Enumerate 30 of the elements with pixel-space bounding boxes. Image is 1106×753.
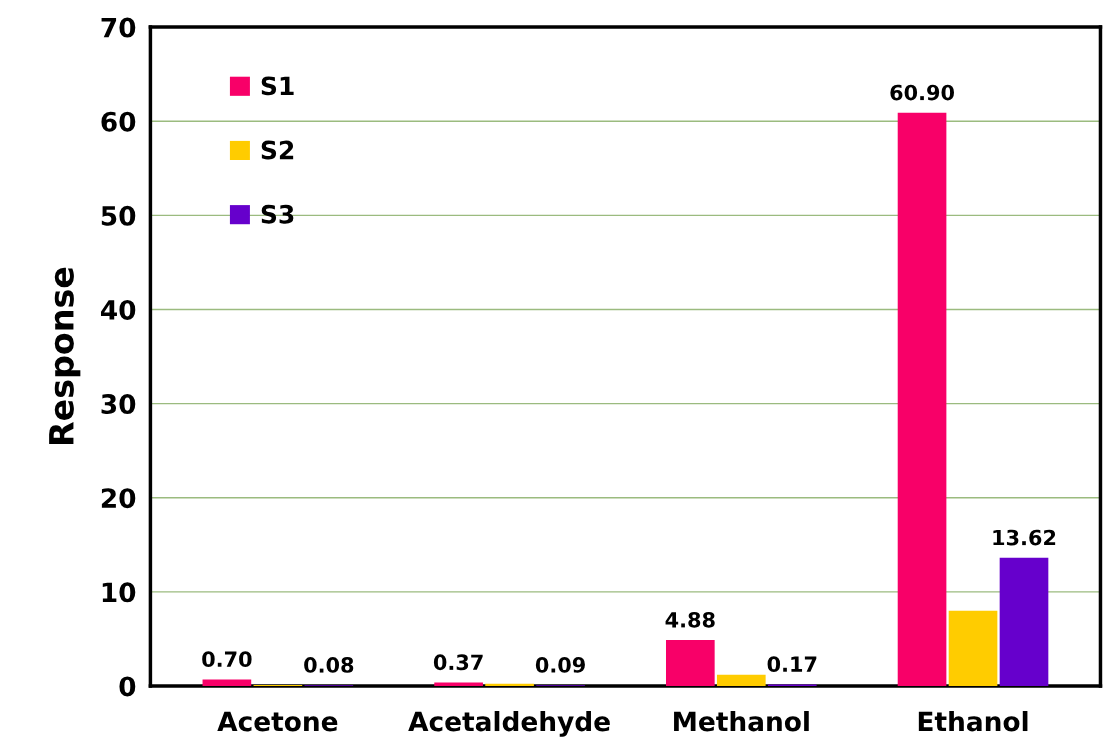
data-label: 13.62 [993,529,1056,546]
y-tick-label: 0 [119,676,136,697]
y-tick-label: 60 [101,111,136,132]
data-label: 60.90 [890,84,954,101]
legend-label: S2 [261,140,294,160]
y-tick-label: 70 [101,17,136,38]
data-label: 0.17 [767,656,817,673]
bar [665,640,715,686]
y-tick-label: 30 [101,394,136,415]
legend-label: S3 [261,204,294,224]
bar [716,674,766,686]
data-label: 0.37 [433,654,483,671]
x-tick-label: Ethanol [918,710,1028,732]
y-tick-label: 20 [101,488,136,509]
legend-label: S1 [261,76,294,96]
x-tick-label: Methanol [674,710,809,732]
data-label: 0.08 [304,657,354,673]
y-tick-label: 10 [102,582,136,603]
y-axis-title: Response [49,267,81,445]
data-label: 0.70 [202,651,252,668]
x-tick-label: Acetone [217,711,338,732]
x-tick-label: Acetaldehyde [408,710,610,737]
bar [897,112,947,686]
bar [999,557,1049,686]
bar [202,679,252,686]
data-label: 4.88 [665,611,715,628]
data-label: 0.09 [535,657,585,673]
y-tick-label: 40 [100,299,136,320]
bar [948,610,998,686]
y-tick-label: 50 [101,205,136,226]
